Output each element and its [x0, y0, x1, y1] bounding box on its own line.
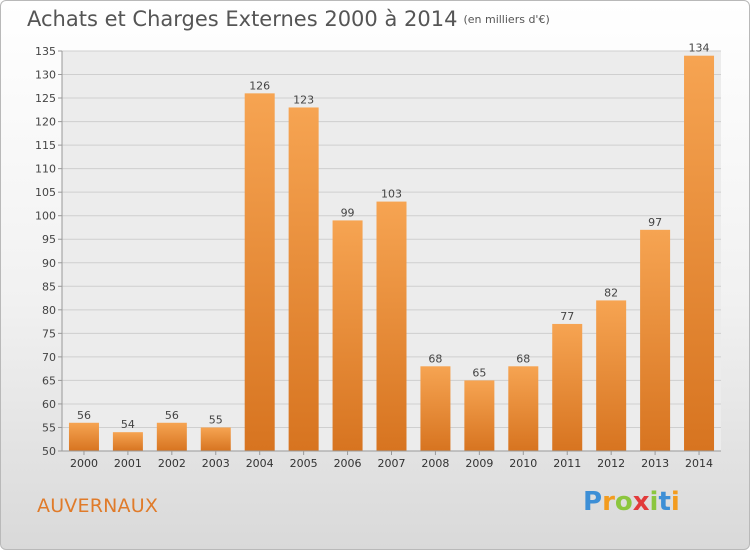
x-tick-label: 2002 — [158, 457, 186, 470]
bar-value-label: 126 — [249, 79, 270, 92]
y-tick-label: 105 — [35, 186, 56, 199]
bar — [684, 55, 715, 452]
chart-title: Achats et Charges Externes 2000 à 2014 — [27, 7, 458, 31]
x-tick-label: 2001 — [114, 457, 142, 470]
x-tick-label: 2000 — [70, 457, 98, 470]
bar — [200, 427, 231, 451]
chart-subtitle: (en milliers d'€) — [463, 13, 550, 26]
x-tick-label: 2014 — [685, 457, 713, 470]
bar-value-label: 77 — [560, 310, 574, 323]
bar — [288, 107, 319, 452]
logo-letter: o — [614, 487, 633, 517]
x-tick-label: 2008 — [421, 457, 449, 470]
y-tick-label: 85 — [42, 280, 56, 293]
logo-letter: i — [670, 487, 680, 517]
bar-value-label: 123 — [293, 93, 314, 106]
proxiti-logo: Proxiti — [583, 487, 680, 517]
bar — [112, 432, 143, 451]
x-tick-label: 2007 — [378, 457, 406, 470]
y-tick-label: 100 — [35, 210, 56, 223]
bar — [156, 422, 187, 451]
bar-value-label: 97 — [648, 216, 662, 229]
x-tick-label: 2004 — [246, 457, 274, 470]
logo-letter: t — [658, 487, 671, 517]
x-tick-label: 2011 — [553, 457, 581, 470]
bar — [596, 300, 627, 451]
x-tick-label: 2010 — [509, 457, 537, 470]
x-tick-label: 2005 — [290, 457, 318, 470]
logo-letter: x — [632, 487, 650, 517]
logo-letter: i — [649, 487, 659, 517]
bar — [640, 229, 671, 451]
y-tick-label: 75 — [42, 327, 56, 340]
bar — [508, 366, 539, 451]
place-name: AUVERNAUX — [37, 495, 159, 517]
x-tick-label: 2013 — [641, 457, 669, 470]
bar-value-label: 82 — [604, 286, 618, 299]
logo-letter: r — [602, 487, 615, 517]
bar-value-label: 68 — [428, 352, 442, 365]
x-tick-label: 2009 — [465, 457, 493, 470]
bar — [420, 366, 451, 451]
bar — [464, 380, 495, 451]
bar — [68, 422, 99, 451]
y-tick-label: 130 — [35, 69, 56, 82]
y-tick-label: 70 — [42, 351, 56, 364]
bar-value-label: 55 — [209, 413, 223, 426]
y-tick-label: 55 — [42, 421, 56, 434]
y-tick-label: 125 — [35, 92, 56, 105]
bar — [244, 93, 275, 452]
bar-value-label: 65 — [472, 366, 486, 379]
bar-value-label: 54 — [121, 418, 135, 431]
y-tick-label: 60 — [42, 398, 56, 411]
y-tick-label: 135 — [35, 45, 56, 58]
bar — [332, 220, 363, 451]
y-tick-label: 80 — [42, 304, 56, 317]
y-tick-label: 90 — [42, 257, 56, 270]
x-tick-label: 2003 — [202, 457, 230, 470]
y-tick-label: 95 — [42, 233, 56, 246]
y-tick-label: 115 — [35, 139, 56, 152]
bar-value-label: 56 — [165, 409, 179, 422]
y-tick-label: 65 — [42, 374, 56, 387]
chart-title-row: Achats et Charges Externes 2000 à 2014 (e… — [27, 7, 550, 31]
logo-letter: P — [583, 487, 603, 517]
y-tick-label: 120 — [35, 116, 56, 129]
bar-value-label: 103 — [381, 188, 402, 201]
x-tick-label: 2012 — [597, 457, 625, 470]
x-tick-label: 2006 — [334, 457, 362, 470]
y-tick-label: 110 — [35, 163, 56, 176]
bar — [376, 201, 407, 451]
bar — [552, 323, 583, 451]
bar-value-label: 68 — [516, 352, 530, 365]
bar-value-label: 56 — [77, 409, 91, 422]
bar-value-label: 134 — [689, 42, 710, 55]
y-tick-label: 50 — [42, 445, 56, 458]
bar-value-label: 99 — [341, 206, 355, 219]
